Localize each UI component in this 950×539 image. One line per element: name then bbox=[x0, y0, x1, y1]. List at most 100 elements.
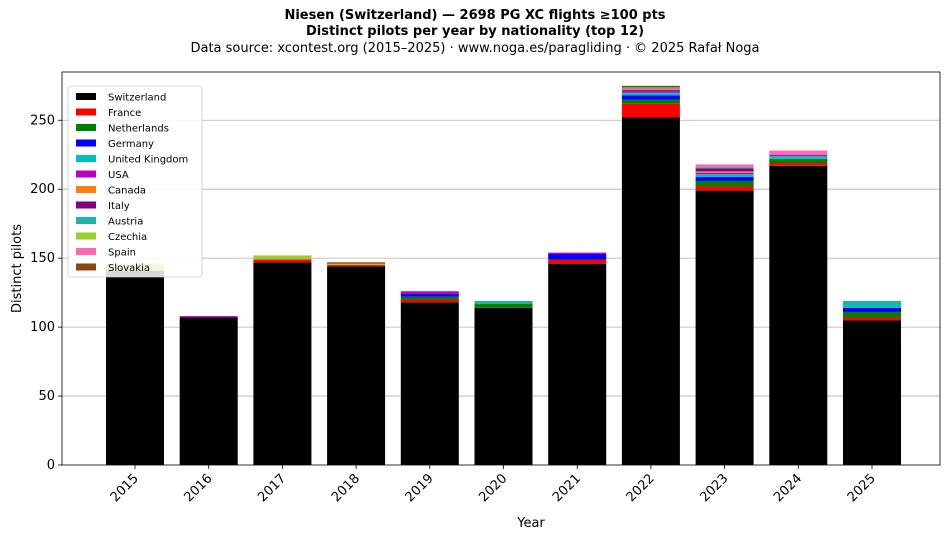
bar-segment bbox=[548, 263, 607, 465]
legend-item: Spain bbox=[76, 248, 136, 259]
bar-segment bbox=[621, 85, 680, 88]
legend-swatch bbox=[76, 108, 96, 116]
plot-frame bbox=[61, 71, 941, 466]
bar-segment bbox=[769, 156, 828, 159]
bar-stack-2019 bbox=[400, 291, 459, 465]
x-tick-label: 2018 bbox=[329, 471, 363, 505]
x-tick-label: 2025 bbox=[845, 471, 879, 505]
bar-stack-2024 bbox=[769, 150, 828, 465]
bar-segment bbox=[843, 300, 901, 306]
legend-item: France bbox=[76, 108, 141, 119]
legend-item: Canada bbox=[76, 186, 146, 197]
legend-item: Netherlands bbox=[76, 124, 169, 135]
y-axis-label: Distinct pilots bbox=[10, 224, 25, 313]
bar-segment bbox=[621, 95, 680, 100]
bar-segment bbox=[843, 311, 901, 318]
bar-stack-2016 bbox=[179, 316, 238, 465]
legend-item: Slovakia bbox=[76, 263, 150, 274]
bar-segment bbox=[474, 300, 533, 304]
legend-swatch bbox=[76, 170, 96, 178]
legend-label: Spain bbox=[108, 248, 136, 259]
legend-label: Germany bbox=[108, 139, 154, 150]
legend-swatch bbox=[76, 139, 96, 147]
bar-segment bbox=[400, 291, 459, 295]
x-tick-label: 2016 bbox=[182, 471, 216, 505]
legend-label: USA bbox=[108, 170, 129, 181]
legend-item: Austria bbox=[76, 217, 143, 228]
legend-swatch bbox=[76, 124, 96, 131]
legend-label: Slovakia bbox=[108, 263, 150, 274]
bar-segment bbox=[695, 171, 754, 173]
bar-segment bbox=[695, 168, 754, 172]
legend-item: Czechia bbox=[76, 232, 147, 243]
bar-segment bbox=[400, 302, 459, 465]
bar-segment bbox=[843, 307, 901, 312]
bar-segment bbox=[327, 262, 386, 264]
bar-stack-2020 bbox=[474, 300, 533, 465]
bar-segment bbox=[695, 172, 754, 175]
bar-segment bbox=[400, 296, 459, 300]
bar-segment bbox=[621, 88, 680, 90]
legend-swatch bbox=[76, 232, 96, 240]
y-tick-label: 250 bbox=[30, 113, 55, 128]
x-tick-label: 2019 bbox=[403, 471, 437, 505]
chart-title-block: Niesen (Switzerland) — 2698 PG XC flight… bbox=[0, 8, 950, 57]
chart-title-line-1: Niesen (Switzerland) — 2698 PG XC flight… bbox=[284, 8, 666, 23]
bar-segment bbox=[769, 165, 828, 465]
legend-swatch bbox=[76, 263, 96, 271]
legend-label: Canada bbox=[108, 186, 146, 197]
y-tick-label: 100 bbox=[30, 320, 55, 335]
bar-segment bbox=[695, 174, 754, 177]
bar-segment bbox=[548, 259, 607, 264]
y-tick-label: 0 bbox=[47, 458, 55, 473]
bar-segment bbox=[843, 320, 901, 465]
y-tick-label: 150 bbox=[30, 251, 55, 266]
bar-segment bbox=[769, 150, 828, 155]
legend: Switzerland France Netherlands Germany Unite… bbox=[67, 85, 203, 278]
bar-segment bbox=[843, 317, 901, 321]
bar-stack-2023 bbox=[695, 164, 754, 465]
legend-label: Czechia bbox=[108, 232, 147, 243]
bar-segment bbox=[400, 299, 459, 303]
bar-segment bbox=[548, 254, 607, 260]
x-tick-label: 2020 bbox=[476, 471, 510, 505]
x-tick-label: 2022 bbox=[624, 471, 658, 505]
bar-segment bbox=[327, 266, 386, 465]
chart-title-line-2: Distinct pilots per year by nationality … bbox=[305, 24, 645, 39]
chart-subtitle: Data source: xcontest.org (2015–2025) · … bbox=[190, 41, 760, 56]
legend-item: Italy bbox=[76, 201, 130, 212]
legend-swatch bbox=[76, 93, 96, 100]
bar-segment bbox=[621, 117, 680, 466]
legend-item: Germany bbox=[76, 139, 154, 150]
legend-label: Switzerland bbox=[108, 93, 166, 104]
legend-label: United Kingdom bbox=[108, 155, 188, 166]
x-tick-label: 2017 bbox=[255, 471, 289, 505]
bar-stack-2017 bbox=[253, 255, 312, 465]
legend-label: France bbox=[108, 108, 141, 119]
bar-segment bbox=[106, 270, 164, 465]
bar-segment bbox=[548, 252, 607, 255]
x-tick-label: 2015 bbox=[108, 471, 142, 505]
y-tick-label: 50 bbox=[38, 389, 55, 404]
bar-segment bbox=[621, 103, 680, 118]
bar-segment bbox=[695, 186, 754, 191]
bar-segment bbox=[843, 305, 901, 308]
bar-segment bbox=[695, 190, 754, 465]
bar-stack-2025 bbox=[843, 300, 901, 465]
legend-item: United Kingdom bbox=[76, 155, 188, 166]
bar-segment bbox=[327, 265, 386, 267]
legend-label: Italy bbox=[108, 201, 130, 212]
bar-segment bbox=[474, 307, 533, 465]
bar-segment bbox=[769, 158, 828, 164]
legend-swatch bbox=[76, 248, 96, 255]
bar-stack-2022 bbox=[621, 85, 680, 466]
legend-box bbox=[67, 85, 203, 278]
bar-segment bbox=[769, 163, 828, 166]
x-tick-label: 2023 bbox=[697, 471, 731, 505]
y-tick-label: 200 bbox=[30, 182, 55, 197]
bar-segment bbox=[695, 164, 754, 168]
y-axis-ticks: 0 50 100 150 200 250 bbox=[30, 113, 62, 473]
legend-item: Switzerland bbox=[76, 93, 166, 104]
bar-stack-2021 bbox=[548, 252, 607, 465]
